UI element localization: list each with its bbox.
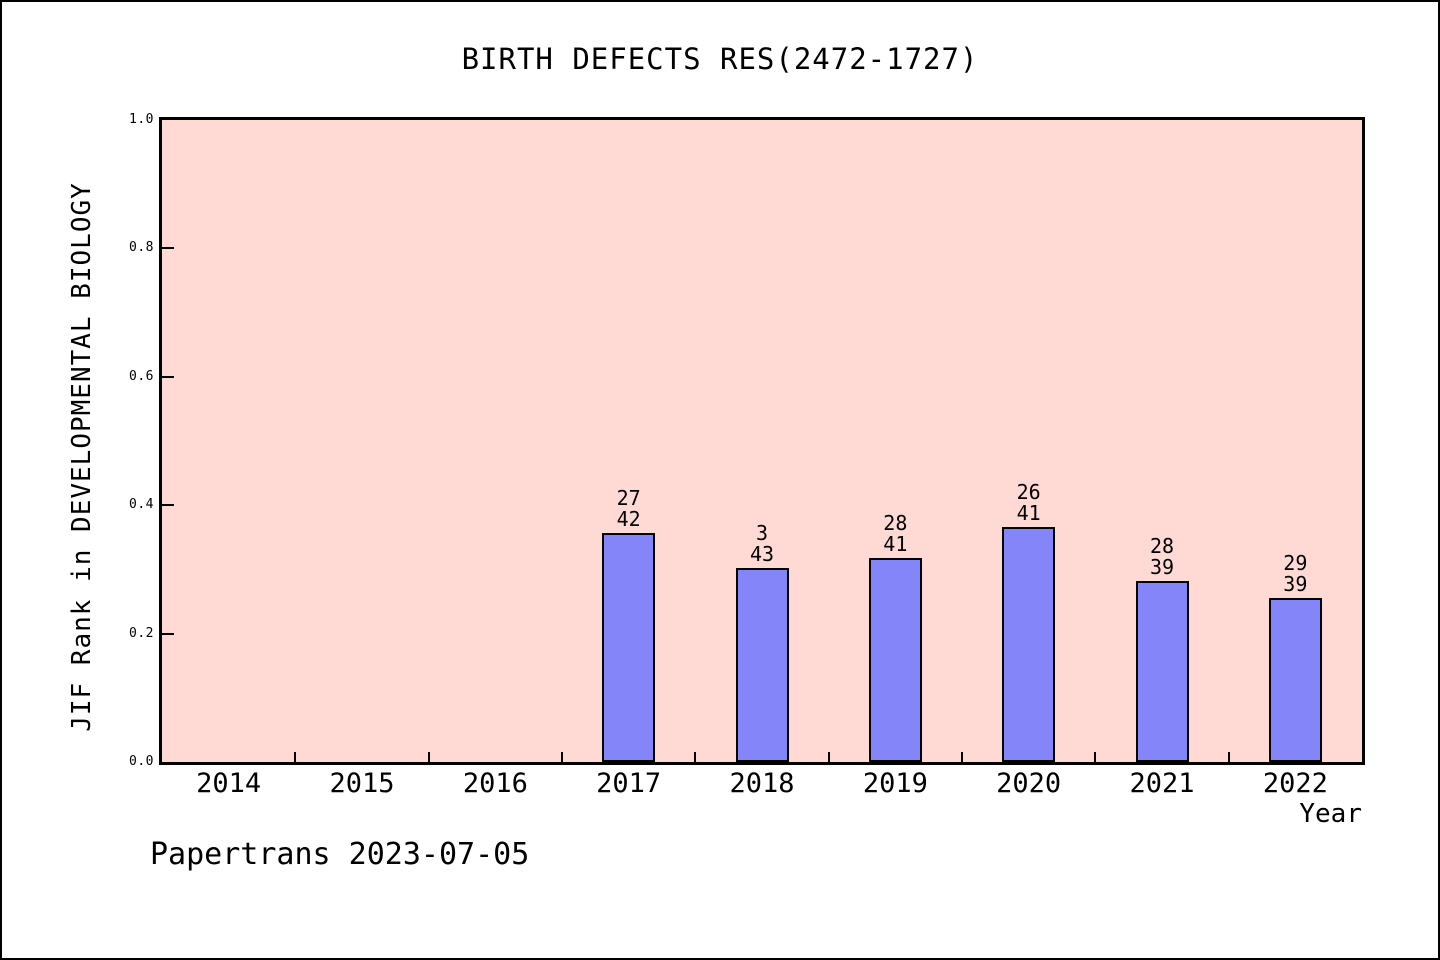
bar-total-value: 42 xyxy=(616,507,641,531)
bar-2019 xyxy=(868,558,922,762)
bar-total-value: 41 xyxy=(1016,501,1041,525)
bar-total-value: 39 xyxy=(1283,572,1308,596)
bar-value-label-2020: 26 41 xyxy=(979,482,1079,524)
bar-value-label-2018: 3 43 xyxy=(712,523,812,565)
y-axis-tick xyxy=(162,632,174,635)
y-axis-tick-label: 0.6 xyxy=(129,368,154,384)
bar-rank-value: 26 xyxy=(1016,480,1041,504)
x-axis-tick xyxy=(694,752,697,762)
x-axis-tick-label: 2019 xyxy=(862,768,928,799)
y-axis-tick-label: 0.0 xyxy=(129,754,154,769)
y-axis-tick xyxy=(162,504,174,507)
bar-value-label-2017: 27 42 xyxy=(579,488,679,530)
y-axis-tick xyxy=(162,247,174,250)
bar-2017 xyxy=(602,533,656,762)
bar-2020 xyxy=(1002,527,1056,762)
x-axis-tick xyxy=(294,752,297,762)
bar-rank-value: 28 xyxy=(1149,534,1175,558)
x-axis-title: Year xyxy=(1299,799,1362,829)
x-axis-tick-label: 2020 xyxy=(996,768,1062,799)
y-axis-tick xyxy=(162,375,174,378)
bar-total-value: 39 xyxy=(1149,555,1175,579)
bar-2018 xyxy=(735,568,789,762)
x-axis-tick xyxy=(427,752,430,762)
chart-title: BIRTH DEFECTS RES(2472-1727) xyxy=(461,42,979,76)
plot-area: 27 42 3 43 28 41 26 41 28 39 29 39 xyxy=(159,117,1365,765)
bar-rank-value: 28 xyxy=(883,511,908,535)
bar-value-label-2021: 28 39 xyxy=(1112,536,1212,578)
y-axis-tick-label: 1.0 xyxy=(129,112,154,127)
y-axis-title: JIF Rank in DEVELOPMENTAL BIOLOGY xyxy=(67,182,97,732)
bar-2022 xyxy=(1268,598,1322,762)
x-axis-tick-label: 2018 xyxy=(729,768,795,799)
x-axis-tick xyxy=(827,752,830,762)
x-axis-tick-label: 2015 xyxy=(329,768,395,799)
x-axis-tick-label: 2022 xyxy=(1262,768,1328,799)
y-axis-tick-label: 0.4 xyxy=(129,497,154,513)
y-axis-tick-label: 0.8 xyxy=(129,240,154,256)
x-axis-tick xyxy=(961,752,963,762)
x-axis-tick xyxy=(561,752,563,762)
bar-total-value: 41 xyxy=(883,532,908,556)
bar-rank-value: 3 xyxy=(755,521,769,545)
x-axis-tick xyxy=(1227,752,1230,762)
x-axis-tick-label: 2016 xyxy=(462,768,528,799)
bar-total-value: 43 xyxy=(749,542,775,566)
bar-2021 xyxy=(1135,581,1189,762)
bar-value-label-2022: 29 39 xyxy=(1245,553,1345,595)
bar-value-label-2019: 28 41 xyxy=(845,513,945,555)
x-axis-tick-label: 2014 xyxy=(196,768,262,799)
bar-rank-value: 27 xyxy=(616,486,641,510)
plot-inner: 27 42 3 43 28 41 26 41 28 39 29 39 xyxy=(162,120,1362,762)
y-axis-tick-label: 0.2 xyxy=(129,625,154,641)
x-axis-tick xyxy=(1094,752,1097,762)
x-axis-tick-label: 2021 xyxy=(1129,768,1195,799)
footer-watermark: Papertrans 2023-07-05 xyxy=(150,837,530,872)
bar-rank-value: 29 xyxy=(1283,551,1308,575)
x-axis-tick-label: 2017 xyxy=(596,768,662,799)
